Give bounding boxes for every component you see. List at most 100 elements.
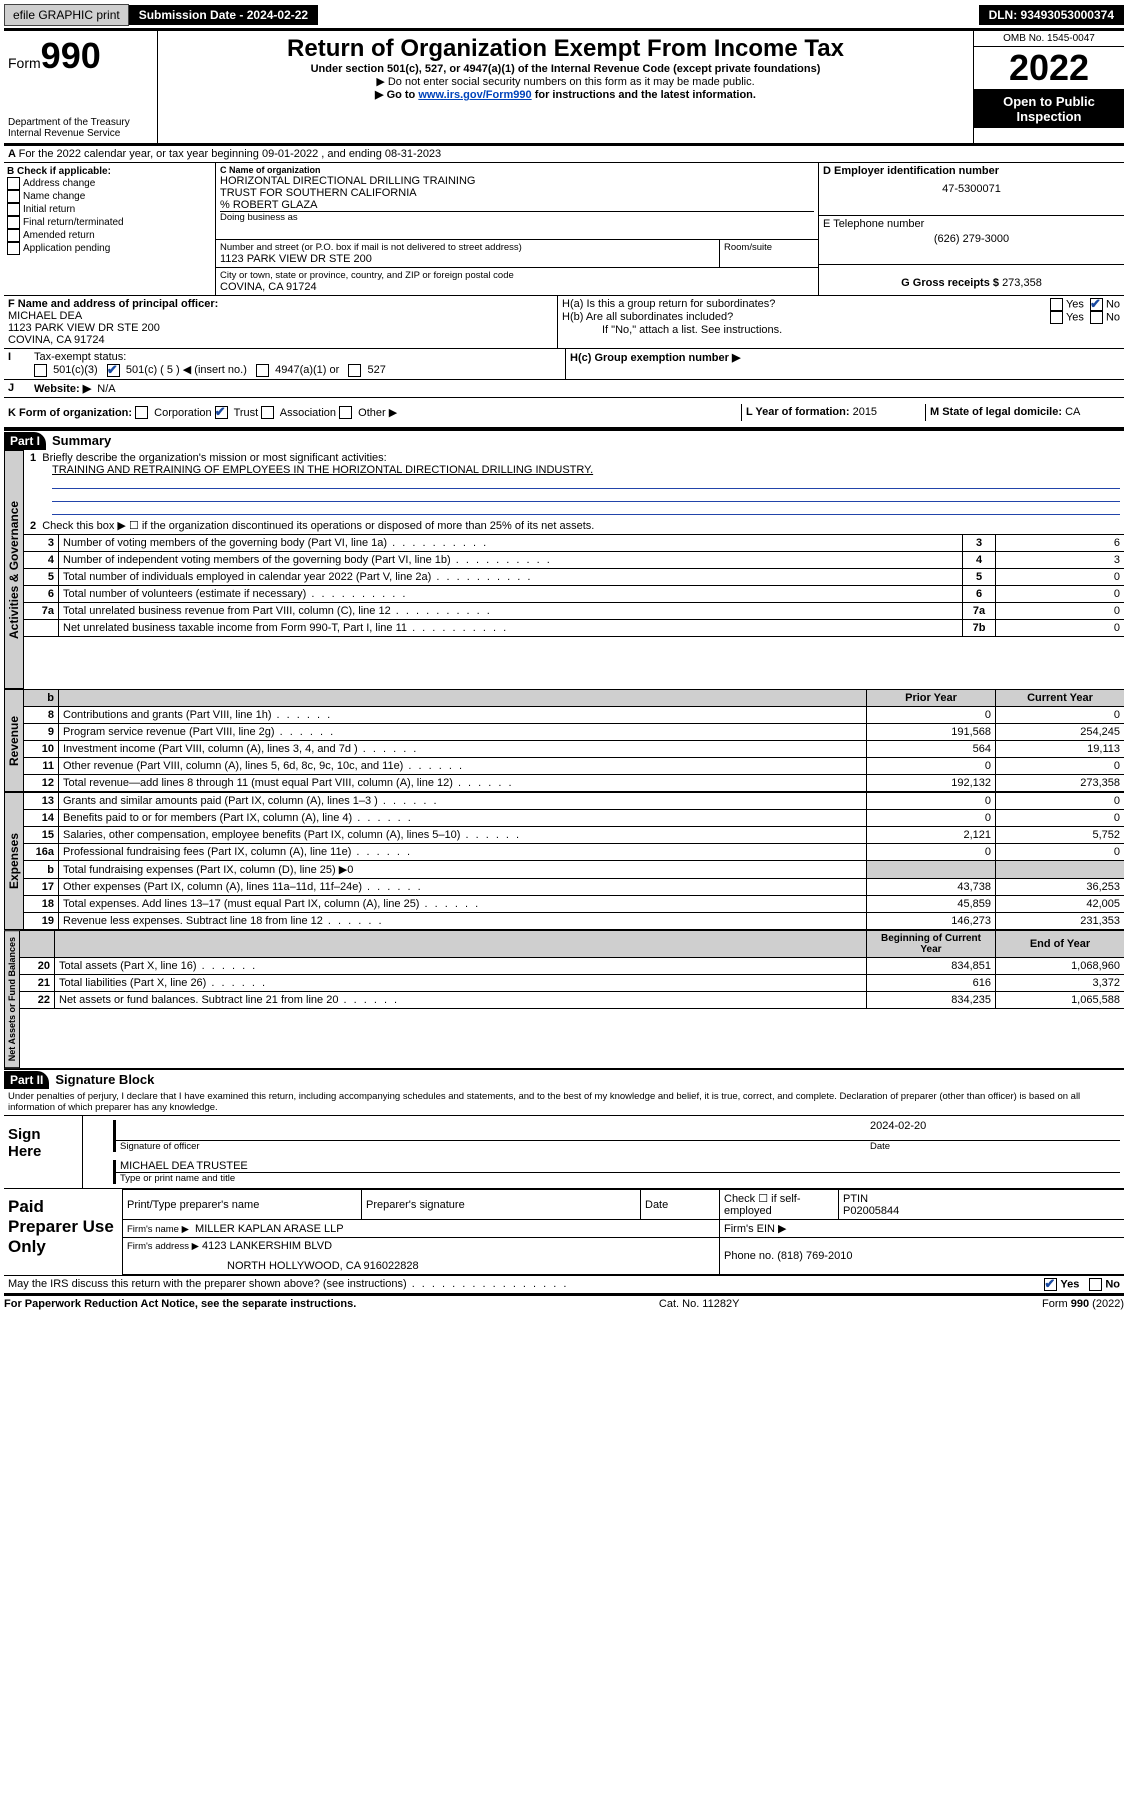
website-row: J Website: ▶ N/A (4, 380, 1124, 398)
prior-val: 0 (867, 707, 996, 724)
org-name-2: TRUST FOR SOUTHERN CALIFORNIA (220, 187, 814, 199)
part-ii-header: Part IISignature Block (4, 1068, 1124, 1089)
net-section: Net Assets or Fund Balances Beginning of… (4, 930, 1124, 1068)
line-text: Total number of volunteers (estimate if … (59, 586, 963, 603)
cb-501c3[interactable]: 501(c)(3) (34, 364, 98, 376)
exp-section: Expenses 13 Grants and similar amounts p… (4, 792, 1124, 930)
line-num: 6 (24, 586, 59, 603)
line-num: 13 (24, 793, 59, 810)
pp-date-label: Date (641, 1190, 720, 1220)
hc-label: H(c) Group exemption number ▶ (566, 349, 1124, 379)
line-num: 14 (24, 810, 59, 827)
curr-val: 0 (996, 793, 1125, 810)
tax-year: 2022 (974, 47, 1124, 90)
addr-label: Number and street (or P.O. box if mail i… (220, 242, 715, 253)
cb-initial-return[interactable]: Initial return (7, 203, 212, 216)
omb: OMB No. 1545-0047 (974, 31, 1124, 47)
line-text: Professional fundraising fees (Part IX, … (59, 844, 867, 861)
prior-val: 564 (867, 741, 996, 758)
open-to-public: Open to Public Inspection (974, 90, 1124, 128)
ha-yes[interactable]: Yes (1050, 298, 1084, 311)
hb-label: H(b) Are all subordinates included? (562, 311, 1050, 324)
discuss-yes[interactable]: Yes (1044, 1278, 1079, 1291)
dln: DLN: 93493053000374 (979, 5, 1124, 25)
sign-here-block: Sign Here 2024-02-20 Signature of office… (4, 1115, 1124, 1189)
hb-yes[interactable]: Yes (1050, 311, 1084, 324)
irs-link[interactable]: www.irs.gov/Form990 (418, 89, 531, 101)
line-text: Total number of individuals employed in … (59, 569, 963, 586)
prior-val: 0 (867, 793, 996, 810)
tab-revenue: Revenue (4, 689, 24, 792)
rev-lines: b Prior Year Current Year 8 Contribution… (24, 689, 1124, 792)
masthead: Form990 Department of the Treasury Inter… (4, 28, 1124, 146)
dba-label: Doing business as (220, 211, 814, 223)
cb-corp[interactable]: Corporation (135, 407, 212, 419)
q2: Check this box ▶ ☐ if the organization d… (42, 520, 594, 532)
officer-printed: MICHAEL DEA TRUSTEE (113, 1160, 1120, 1173)
prior-val: 834,235 (867, 992, 996, 1009)
cb-501c[interactable]: 501(c) ( 5 ) ◀ (insert no.) (107, 364, 247, 376)
cb-other[interactable]: Other ▶ (339, 407, 397, 419)
cb-527[interactable]: 527 (348, 364, 385, 376)
cb-amended[interactable]: Amended return (7, 229, 212, 242)
line-num: 12 (24, 775, 59, 792)
form-title: Return of Organization Exempt From Incom… (168, 35, 963, 63)
org-name-1: HORIZONTAL DIRECTIONAL DRILLING TRAINING (220, 175, 814, 187)
line-ref: 7b (963, 620, 996, 637)
room-label: Room/suite (724, 242, 814, 253)
subtitle-2: ▶ Do not enter social security numbers o… (168, 75, 963, 88)
line-text: Program service revenue (Part VIII, line… (59, 724, 867, 741)
submission-date: Submission Date - 2024-02-22 (129, 5, 318, 25)
cb-4947[interactable]: 4947(a)(1) or (256, 364, 339, 376)
sig-date-label: Date (864, 1141, 1120, 1152)
cb-app-pending[interactable]: Application pending (7, 242, 212, 255)
line-num: 11 (24, 758, 59, 775)
line-val: 6 (996, 535, 1125, 552)
discuss-no[interactable]: No (1089, 1278, 1120, 1291)
cb-trust[interactable]: Trust (215, 407, 259, 419)
cb-assoc[interactable]: Association (261, 407, 336, 419)
footer: For Paperwork Reduction Act Notice, see … (4, 1295, 1124, 1310)
tax-exempt-row: I Tax-exempt status: 501(c)(3) 501(c) ( … (4, 349, 1124, 380)
sign-here-label: Sign Here (4, 1116, 83, 1188)
box-g-label: G Gross receipts $ (901, 277, 999, 289)
line-ref: 6 (963, 586, 996, 603)
part-i-header: Part ISummary (4, 429, 1124, 450)
cb-address-change[interactable]: Address change (7, 177, 212, 190)
curr-val: 0 (996, 707, 1125, 724)
entity-block: B Check if applicable: Address change Na… (4, 163, 1124, 296)
line-num: 22 (20, 992, 55, 1009)
sig-officer-label: Signature of officer (113, 1141, 864, 1152)
hb-no[interactable]: No (1090, 311, 1120, 324)
paid-preparer-label: Paid Preparer Use Only (4, 1189, 123, 1275)
gov-lines: 3 Number of voting members of the govern… (24, 534, 1124, 637)
officer-city: COVINA, CA 91724 (8, 334, 553, 346)
cb-name-change[interactable]: Name change (7, 190, 212, 203)
line-val: 0 (996, 569, 1125, 586)
line-text: Total revenue—add lines 8 through 11 (mu… (59, 775, 867, 792)
line-val: 0 (996, 603, 1125, 620)
officer-addr: 1123 PARK VIEW DR STE 200 (8, 322, 553, 334)
paid-preparer-block: Paid Preparer Use Only Print/Type prepar… (4, 1189, 1124, 1276)
col-beg: Beginning of Current Year (867, 931, 996, 958)
header-buttons: efile GRAPHIC print Submission Date - 20… (4, 4, 1124, 26)
efile-print-button[interactable]: efile GRAPHIC print (4, 4, 129, 26)
line-ref: 4 (963, 552, 996, 569)
prior-val: 834,851 (867, 958, 996, 975)
q1-label: Briefly describe the organization's miss… (42, 452, 386, 464)
org-co: % ROBERT GLAZA (220, 199, 814, 211)
firm-phone-label: Phone no. (724, 1250, 774, 1262)
gross-receipts: 273,358 (1002, 277, 1042, 289)
box-b-title: B Check if applicable: (7, 166, 212, 177)
exp-lines: 13 Grants and similar amounts paid (Part… (24, 792, 1124, 930)
ha-no[interactable]: No (1090, 298, 1120, 311)
curr-val: 254,245 (996, 724, 1125, 741)
line-num: 7a (24, 603, 59, 620)
city-label: City or town, state or province, country… (220, 270, 814, 281)
pp-check[interactable]: Check ☐ if self-employed (720, 1190, 839, 1220)
ptin-val: P02005844 (843, 1205, 899, 1217)
line-num: 3 (24, 535, 59, 552)
line-val: 3 (996, 552, 1125, 569)
line-num: 4 (24, 552, 59, 569)
cb-final-return[interactable]: Final return/terminated (7, 216, 212, 229)
